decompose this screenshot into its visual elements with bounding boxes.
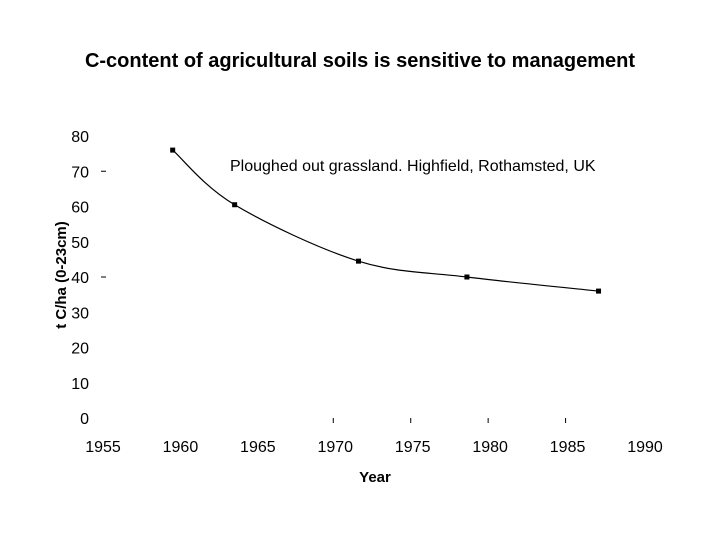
data-point: [464, 274, 470, 280]
x-axis-title: Year: [359, 469, 391, 486]
y-tick-label: 10: [71, 376, 89, 393]
chart-title: C-content of agricultural soils is sensi…: [84, 50, 636, 72]
y-tick-label: 20: [71, 341, 89, 358]
y-tick-label: 80: [71, 129, 89, 146]
y-tick-label: 70: [71, 164, 89, 181]
x-tick-label: 1960: [163, 439, 199, 456]
y-tick-label: 40: [71, 270, 89, 287]
chart-annotation: Ploughed out grassland. Highfield, Rotha…: [230, 158, 596, 175]
x-tick-label: 1975: [395, 439, 431, 456]
data-point: [170, 147, 176, 153]
x-axis: 1955 1960 1965 1970 1975 1980 1985 1990: [85, 418, 663, 456]
x-tick-label: 1985: [550, 439, 586, 456]
y-tick-label: 0: [80, 411, 89, 428]
data-point: [356, 258, 362, 264]
x-tick-label: 1965: [240, 439, 276, 456]
y-tick-label: 30: [71, 305, 89, 322]
x-tick-label: 1955: [85, 439, 121, 456]
x-tick-label: 1970: [317, 439, 353, 456]
y-tick-label: 60: [71, 200, 89, 217]
x-tick-label: 1990: [627, 439, 663, 456]
x-tick-label: 1980: [472, 439, 508, 456]
data-point: [596, 288, 602, 294]
y-axis-title: t C/ha (0-23cm): [53, 221, 70, 329]
data-points: [170, 147, 602, 294]
y-tick-label: 50: [71, 235, 89, 252]
data-point: [232, 202, 238, 208]
y-axis: 0 10 20 30 40 50 60 70 80: [71, 129, 106, 428]
